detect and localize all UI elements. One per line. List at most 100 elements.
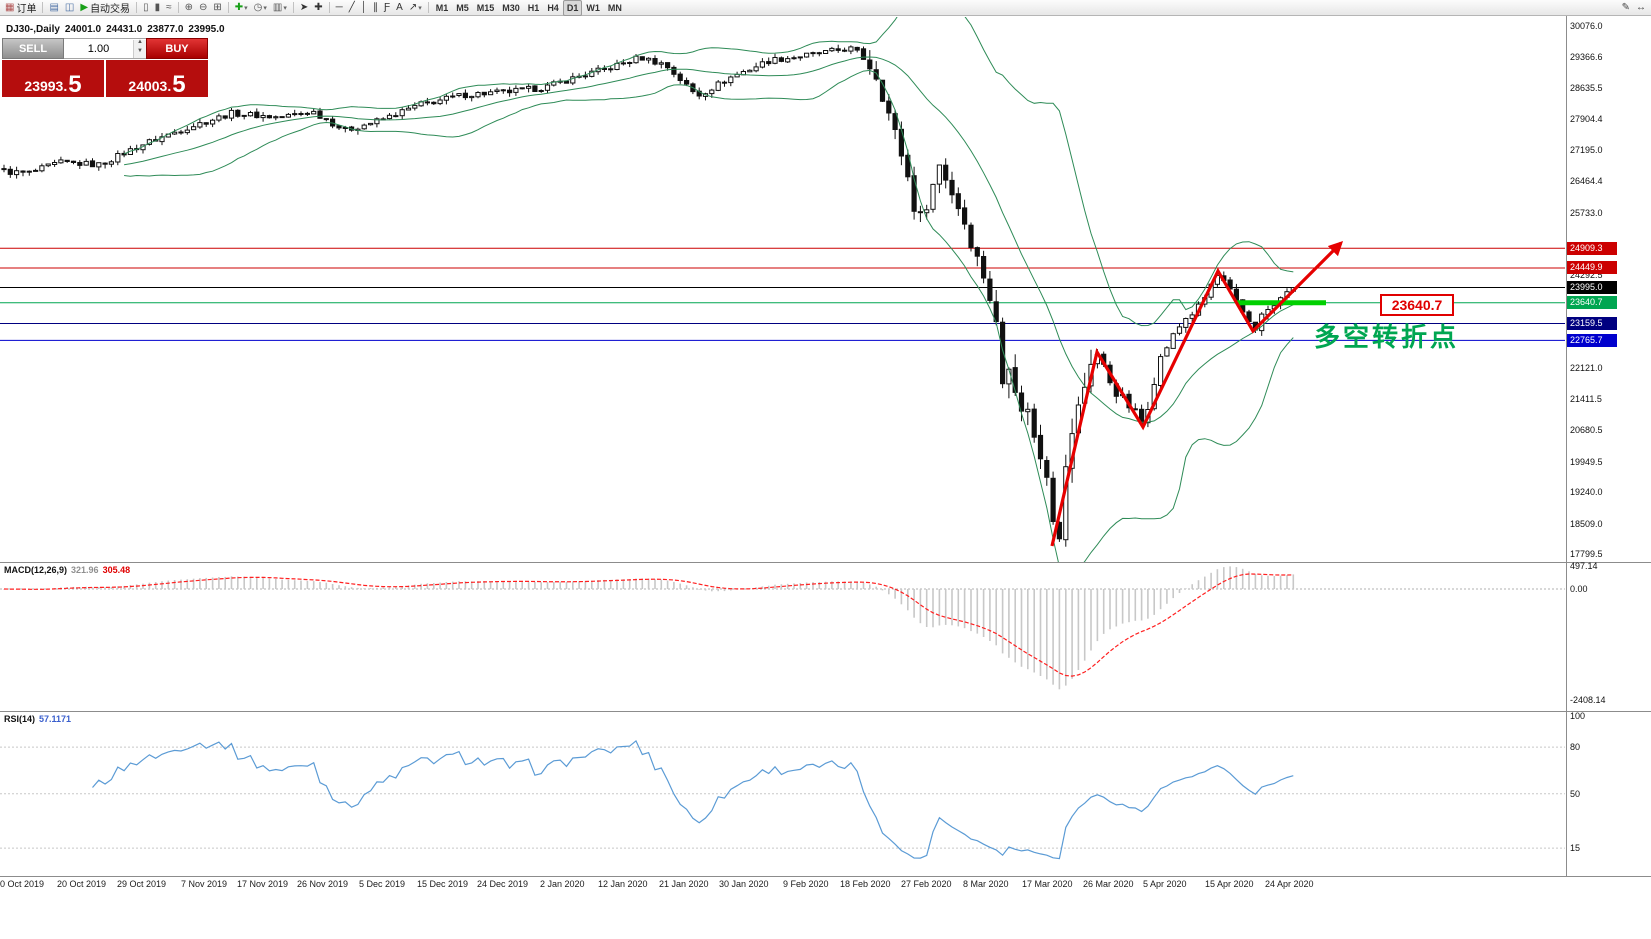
buy-price-pip: 5 [172, 70, 186, 98]
buy-price-base: 24003. [128, 77, 172, 94]
price-axis-label: 24292.5 [1570, 269, 1603, 280]
price-axis-label: 20680.5 [1570, 425, 1603, 436]
zoom-out-button[interactable]: ⊖ [196, 1, 210, 15]
timeframe-m5-button[interactable]: M5 [456, 2, 469, 13]
time-axis-label: 12 Jan 2020 [598, 879, 648, 889]
bar-chart-button[interactable]: ▯ [140, 1, 152, 15]
cursor-button[interactable]: ➤ [297, 1, 311, 15]
data-window-button[interactable]: ◫ [62, 1, 77, 15]
volume-box: ▲ ▼ [64, 38, 146, 59]
new-order-button-label: 订单 [16, 4, 37, 15]
time-axis-label: 24 Dec 2019 [477, 879, 529, 889]
new-order-button[interactable]: ▦ 订单 [2, 1, 39, 16]
macd-signal-value: 305.48 [102, 565, 131, 575]
volume-input[interactable] [64, 41, 133, 56]
buy-price-display[interactable]: 24003. 5 [106, 60, 208, 97]
fibonacci-button[interactable]: Ƒ [381, 1, 393, 15]
new-order-icon: ▦ [5, 1, 15, 13]
macd-axis-label: 0.00 [1570, 584, 1588, 594]
dropdown-arrow-icon: ▾ [244, 4, 248, 12]
bar-chart-icon: ▯ [143, 1, 149, 13]
high-value: 24431.0 [106, 24, 143, 35]
volume-stepper: ▲ ▼ [133, 39, 146, 58]
time-axis[interactable]: 10 Oct 2019 20 Oct 2019 29 Oct 2019 7 Nov 2… [0, 879, 1651, 892]
channel-button[interactable]: ∥ [370, 1, 381, 15]
time-axis-label: 18 Feb 2020 [840, 879, 891, 889]
timeframe-m15-button[interactable]: M15 [476, 2, 495, 13]
sell-button[interactable]: SELL [2, 38, 64, 59]
price-level-badge: 23995.0 [1567, 281, 1617, 295]
shapes-button[interactable]: ↗ ▾ [406, 1, 425, 15]
hline-button[interactable]: ─ [333, 1, 346, 15]
trendline-button[interactable]: ╱ [346, 1, 358, 15]
timeframe-d1-button[interactable]: D1 [562, 0, 583, 16]
autotrading-icon: ▶ [80, 1, 89, 13]
chart-ohlc-header: DJ30-,Daily 24001.0 24431.0 23877.0 23995.0 [6, 24, 230, 35]
timeframe-m1-button[interactable]: M1 [435, 2, 449, 13]
add-indicator-button[interactable]: ✚ ▾ [232, 1, 251, 15]
channel-icon: ∥ [373, 1, 379, 13]
macd-axis-label: -2408.14 [1570, 695, 1606, 705]
autotrading-button[interactable]: ▶ 自动交易 [77, 1, 133, 16]
turning-point-note[interactable]: 多空转折点 [1314, 322, 1460, 352]
price-axis-label: 19240.0 [1570, 487, 1603, 498]
template-button[interactable]: ▥ ▾ [270, 1, 290, 15]
time-axis-label: 2 Jan 2020 [540, 879, 585, 889]
price-axis-label: 28635.5 [1570, 82, 1603, 93]
rsi-value: 57.1171 [39, 714, 72, 724]
price-axis-label: 30076.0 [1570, 21, 1603, 31]
price-level-badge: 24449.9 [1567, 261, 1617, 275]
toolbar-separator [292, 2, 294, 13]
add-indicator-icon: ✚ [234, 1, 244, 13]
price-axis-label: 21411.5 [1570, 393, 1602, 404]
edit-button[interactable]: ✎ [1621, 2, 1630, 13]
crosshair-button[interactable]: ✚ [311, 1, 325, 15]
zoom-in-button[interactable]: ⊕ [182, 1, 196, 15]
time-axis-label: 26 Mar 2020 [1083, 879, 1134, 889]
timeframe-m30-button[interactable]: M30 [502, 2, 520, 13]
price-level-badge: 23159.5 [1567, 316, 1617, 330]
period-icon: ◷ [253, 1, 263, 13]
buy-button[interactable]: BUY [146, 38, 208, 59]
time-axis-label: 5 Dec 2019 [359, 879, 406, 889]
macd-header: MACD(12,26,9) 321.96 305.48 [4, 565, 134, 575]
price-chart-area[interactable] [0, 16, 1566, 562]
panel-separator[interactable] [0, 562, 1651, 563]
rsi-header: RSI(14) 57.1171 [4, 714, 75, 724]
panel-separator[interactable] [0, 711, 1651, 712]
timeframe-h4-button[interactable]: H4 [547, 2, 559, 13]
text-button[interactable]: A [393, 1, 406, 15]
toolbar-separator [427, 2, 429, 13]
macd-indicator-area[interactable] [0, 563, 1566, 711]
time-axis-label: 9 Feb 2020 [783, 879, 829, 889]
timeframe-h1-button[interactable]: H1 [527, 2, 540, 13]
line-chart-icon: ≈ [166, 1, 172, 13]
data-window-icon: ◫ [64, 1, 75, 13]
line-chart-button[interactable]: ≈ [163, 1, 175, 15]
timeframe-mn-button[interactable]: MN [607, 2, 622, 13]
price-axis-label: 25733.0 [1570, 207, 1603, 218]
candlestick-button[interactable]: ▮ [152, 1, 164, 15]
market-watch-button[interactable]: ▤ [46, 1, 61, 15]
sell-price-display[interactable]: 23993. 5 [2, 60, 104, 97]
tile-windows-button[interactable]: ⊞ [210, 1, 224, 15]
time-axis-label: 15 Apr 2020 [1205, 879, 1254, 889]
timeframe-w1-button[interactable]: W1 [586, 2, 600, 13]
time-axis-label: 10 Oct 2019 [0, 879, 45, 889]
pan-button[interactable]: ↔ [1636, 2, 1646, 13]
support-price-label[interactable]: 23640.7 [1380, 294, 1454, 316]
dropdown-arrow-icon: ▾ [418, 4, 422, 12]
rsi-axis-label: 80 [1570, 742, 1581, 753]
price-axis[interactable]: 30076.0 29366.6 28635.5 27904.4 27195.0 26464… [1567, 0, 1651, 939]
shapes-icon: ↗ [408, 1, 418, 13]
vline-button[interactable]: │ [358, 1, 370, 15]
rsi-axis-label: 15 [1570, 843, 1581, 854]
rsi-indicator-area[interactable] [0, 712, 1566, 876]
vline-icon: │ [360, 1, 368, 13]
price-axis-label: 17799.5 [1570, 549, 1603, 560]
volume-down-button[interactable]: ▼ [134, 48, 146, 58]
period-button[interactable]: ◷ ▾ [251, 1, 270, 15]
zoom-in-icon: ⊕ [184, 1, 193, 13]
time-axis-label: 26 Nov 2019 [297, 879, 349, 889]
toolbar-separator [42, 2, 44, 13]
